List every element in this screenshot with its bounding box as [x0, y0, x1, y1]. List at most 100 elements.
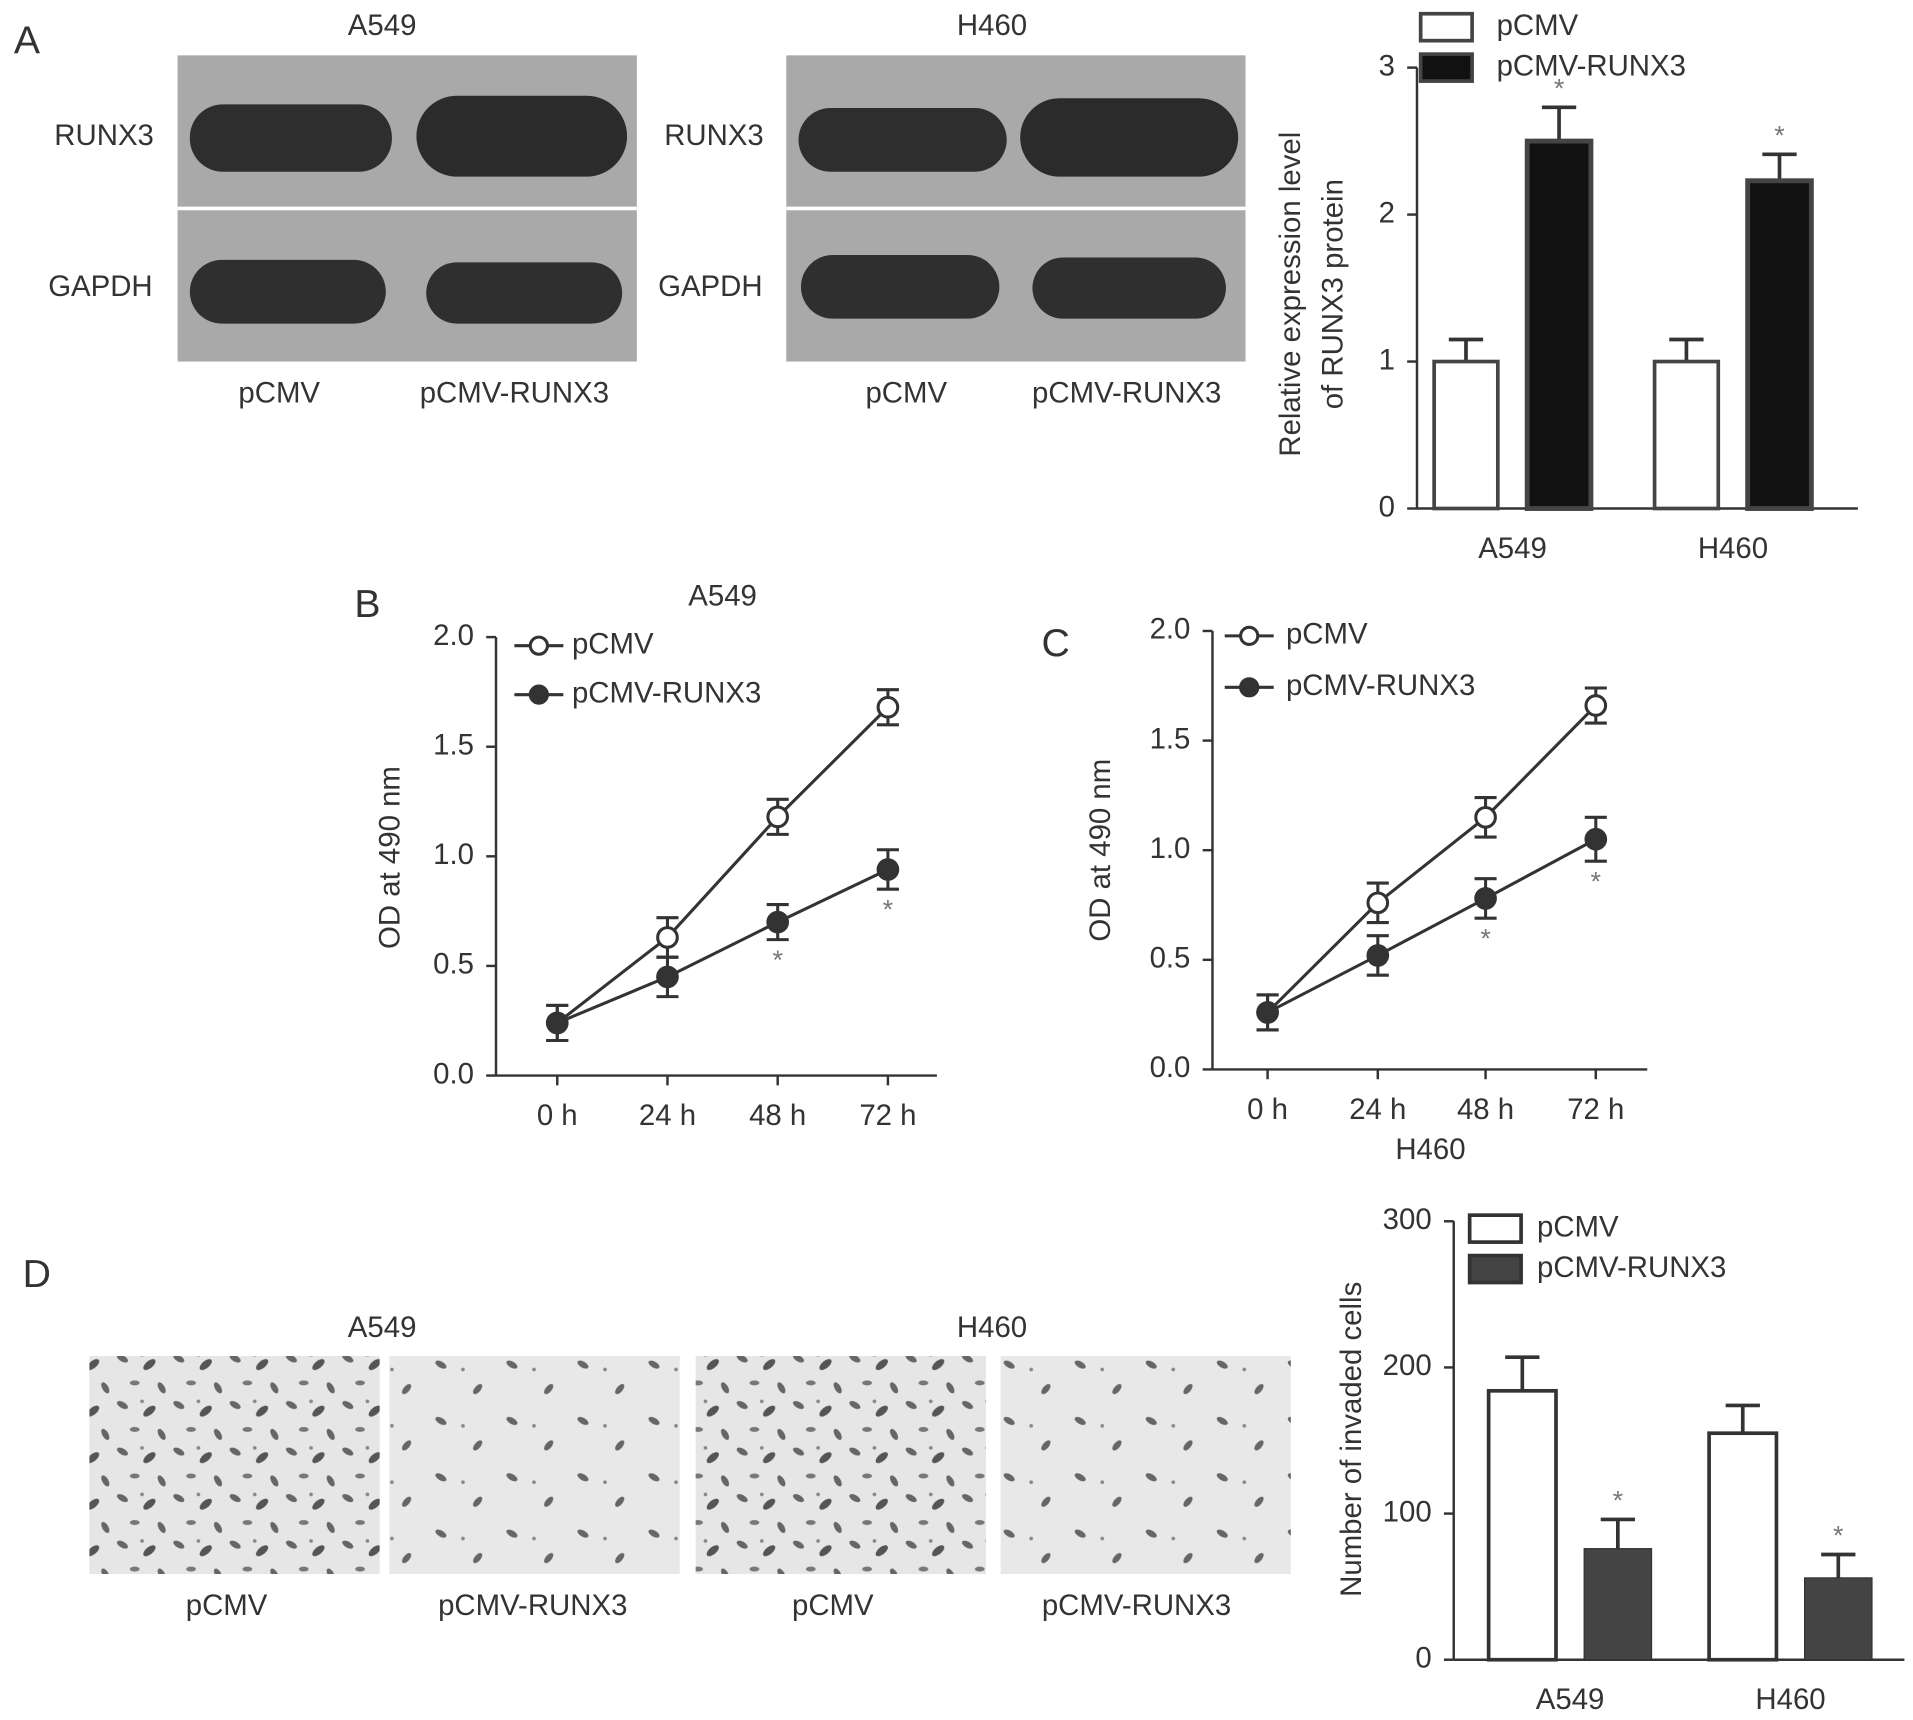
x-tick-label: 24 h	[639, 1099, 696, 1132]
blot-band	[426, 262, 623, 324]
y-axis-label: Number of invaded cells	[1335, 1282, 1368, 1597]
point	[766, 910, 790, 934]
significance-marker: *	[1591, 866, 1602, 896]
bar	[1583, 1548, 1653, 1661]
legend-swatch	[1418, 52, 1474, 83]
western-blot: A549 RUNX3 GAPDH pCMV pCMV-RUNX3	[48, 9, 637, 409]
significance-marker: *	[883, 894, 894, 924]
bar	[1432, 359, 1500, 511]
legend-swatch	[1467, 1213, 1523, 1244]
x-tick-label: 72 h	[1567, 1093, 1624, 1126]
point	[656, 965, 679, 989]
blot-band	[798, 108, 1007, 172]
legend-label: pCMV-RUNX3	[1537, 1251, 1726, 1284]
legend-marker	[1239, 677, 1260, 698]
significance-marker: *	[1480, 923, 1491, 953]
y-axis-label: Relative expression level	[1274, 132, 1307, 457]
significance-marker: *	[1833, 1520, 1844, 1550]
image-title: H460	[957, 1311, 1027, 1344]
legend-marker	[528, 684, 549, 705]
y-tick-label: 1.5	[1150, 722, 1191, 755]
chart: 0.0 0.5 1.0 1.5 2.0 OD at 490 nm 0 h 24 h 48 h 72…	[1084, 613, 1648, 1166]
panel-label: C	[1042, 622, 1070, 665]
significance-marker: *	[1774, 120, 1785, 150]
point	[1256, 1001, 1279, 1024]
point	[1584, 694, 1608, 717]
blot-lane-label: pCMV	[865, 376, 947, 409]
chart: 0 1 2 3 Relative expression level of RUNX3 pr…	[1274, 9, 1858, 565]
blot-band	[800, 254, 1000, 319]
point	[766, 805, 790, 829]
blot-row-label: RUNX3	[54, 119, 154, 152]
legend-label: pCMV-RUNX3	[572, 676, 761, 709]
panel-label: A	[14, 19, 41, 62]
x-tick-label: 48 h	[749, 1099, 806, 1132]
x-tick-label: A549	[1536, 1683, 1605, 1716]
micrograph	[1000, 1356, 1291, 1575]
point	[656, 926, 679, 949]
bar	[1652, 359, 1721, 511]
blot-band	[416, 95, 628, 177]
legend-label: pCMV-RUNX3	[1497, 49, 1686, 82]
point	[1584, 827, 1608, 851]
chart-title: H460	[1395, 1133, 1465, 1166]
legend-label: pCMV-RUNX3	[1286, 669, 1475, 702]
blot-lane-label: pCMV-RUNX3	[420, 376, 609, 409]
series-line	[1266, 837, 1597, 1014]
point	[876, 858, 900, 881]
x-tick-label: 48 h	[1457, 1093, 1514, 1126]
point	[1474, 887, 1497, 910]
legend-label: pCMV	[1537, 1210, 1619, 1243]
x-tick-label: 0 h	[537, 1099, 578, 1132]
y-tick-label: 0	[1415, 1642, 1431, 1675]
blot-lane-label: pCMV	[238, 376, 320, 409]
image-label: pCMV	[186, 1589, 268, 1622]
blot-title: A549	[348, 9, 417, 42]
x-tick-label: 0 h	[1247, 1093, 1288, 1126]
western-blot: H460 RUNX3 GAPDH pCMV pCMV-RUNX3	[658, 9, 1246, 409]
y-tick-label: 2.0	[1150, 613, 1191, 646]
y-tick-label: 0.5	[433, 948, 474, 981]
x-tick-label: 72 h	[859, 1099, 916, 1132]
significance-marker: *	[1613, 1485, 1624, 1515]
legend-swatch	[1467, 1253, 1523, 1285]
y-tick-label: 2.0	[433, 619, 474, 652]
legend-marker	[1239, 625, 1260, 646]
y-tick-label: 2	[1379, 196, 1395, 229]
blot-row-label: GAPDH	[48, 270, 152, 303]
y-tick-label: 1.0	[433, 838, 474, 871]
blot-lane-label: pCMV-RUNX3	[1032, 376, 1221, 409]
x-tick-label: A549	[1478, 532, 1547, 565]
chart-title: A549	[688, 580, 757, 613]
y-tick-label: 0.5	[1150, 942, 1191, 975]
legend-marker	[528, 635, 549, 656]
blot-band	[189, 104, 392, 172]
blot-band	[1032, 257, 1226, 319]
legend-label: pCMV	[572, 627, 654, 660]
x-tick-label: H460	[1698, 532, 1768, 565]
y-axis-label: OD at 490 nm	[1084, 759, 1117, 942]
blot-row-label: RUNX3	[664, 119, 764, 152]
y-tick-label: 200	[1383, 1349, 1432, 1382]
bar	[1524, 138, 1594, 511]
legend-label: pCMV	[1497, 9, 1579, 42]
bar	[1486, 1388, 1558, 1662]
bar	[1804, 1577, 1873, 1661]
blot-band	[1020, 98, 1239, 177]
series-line	[556, 868, 889, 1025]
bar	[1707, 1431, 1779, 1662]
x-tick-label: H460	[1755, 1683, 1825, 1716]
blot-title: H460	[957, 9, 1027, 42]
image-label: pCMV	[792, 1589, 874, 1622]
y-tick-label: 1.5	[433, 728, 474, 761]
y-tick-label: 300	[1383, 1203, 1432, 1236]
significance-marker: *	[772, 945, 783, 975]
blot-band	[189, 259, 386, 324]
y-tick-label: 1.0	[1150, 832, 1191, 865]
significance-marker: *	[1554, 73, 1565, 103]
image-title: A549	[348, 1311, 417, 1344]
point	[876, 695, 900, 719]
series-line	[1266, 704, 1597, 1014]
